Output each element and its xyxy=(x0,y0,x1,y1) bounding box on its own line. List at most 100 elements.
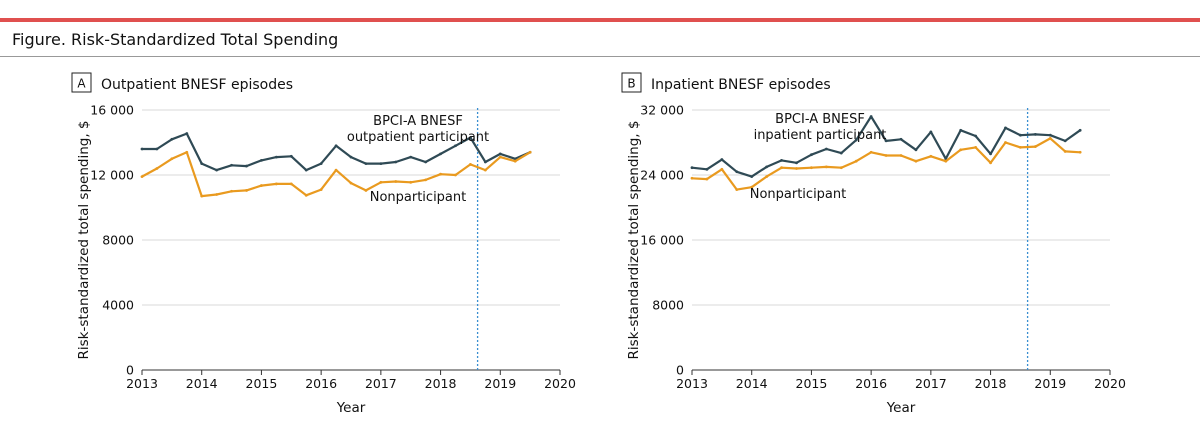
data-point-participant xyxy=(989,152,992,156)
data-point-participant xyxy=(424,160,428,164)
x-tick-label: 2018 xyxy=(425,376,457,391)
y-tick-label: 8000 xyxy=(652,298,684,313)
data-point-nonparticipant xyxy=(170,157,174,161)
x-tick-label: 2018 xyxy=(975,376,1007,391)
x-tick-label: 2020 xyxy=(544,376,576,391)
data-point-participant xyxy=(899,137,903,141)
data-point-nonparticipant xyxy=(424,178,428,182)
data-point-nonparticipant xyxy=(1078,150,1082,154)
panel-title: Inpatient BNESF episodes xyxy=(651,77,831,93)
data-point-participant xyxy=(140,147,144,151)
data-point-nonparticipant xyxy=(959,148,963,152)
data-point-participant xyxy=(780,158,783,162)
panel-badge-box xyxy=(621,72,642,93)
data-point-participant xyxy=(394,160,398,164)
x-tick-label: 2020 xyxy=(1094,376,1126,391)
data-point-nonparticipant xyxy=(884,154,888,157)
x-tick-label: 2016 xyxy=(305,376,337,391)
series-label: BPCI-A BNESF xyxy=(373,114,463,129)
y-tick-label: 32 000 xyxy=(640,103,684,118)
data-point-nonparticipant xyxy=(215,193,219,196)
data-point-nonparticipant xyxy=(824,165,828,169)
x-tick-label: 2014 xyxy=(736,376,768,391)
data-point-participant xyxy=(929,130,933,134)
data-point-participant xyxy=(720,158,724,161)
y-tick-label: 8000 xyxy=(102,233,134,248)
data-point-nonparticipant xyxy=(1019,145,1022,149)
data-point-nonparticipant xyxy=(454,173,457,177)
data-point-nonparticipant xyxy=(319,188,323,192)
data-point-nonparticipant xyxy=(1063,150,1067,153)
data-point-participant xyxy=(483,160,487,164)
panel-letter: B xyxy=(627,77,635,91)
data-point-nonparticipant xyxy=(720,167,724,171)
data-point-nonparticipant xyxy=(498,155,502,159)
x-tick-label: 2016 xyxy=(855,376,887,391)
x-tick-label: 2013 xyxy=(676,376,708,391)
data-point-nonparticipant xyxy=(304,193,308,197)
data-point-participant xyxy=(304,168,308,172)
x-axis-title: Year xyxy=(886,400,916,416)
data-point-nonparticipant xyxy=(1048,137,1052,140)
panel-badge-box xyxy=(71,72,92,93)
data-point-nonparticipant xyxy=(260,184,263,187)
data-point-nonparticipant xyxy=(140,175,144,179)
data-point-nonparticipant xyxy=(409,180,413,184)
data-point-participant xyxy=(155,147,159,151)
series-line-nonparticipant xyxy=(691,137,1081,191)
data-point-participant xyxy=(765,165,769,169)
data-point-participant xyxy=(364,162,368,166)
data-point-nonparticipant xyxy=(364,189,368,192)
x-tick-label: 2017 xyxy=(365,376,397,391)
data-point-nonparticipant xyxy=(869,150,873,154)
data-point-nonparticipant xyxy=(750,185,754,189)
data-point-nonparticipant xyxy=(839,166,843,170)
data-point-nonparticipant xyxy=(200,194,204,198)
data-point-participant xyxy=(230,163,233,167)
data-point-nonparticipant xyxy=(854,159,858,163)
data-point-nonparticipant xyxy=(185,150,189,154)
data-point-nonparticipant xyxy=(274,182,278,186)
data-point-participant xyxy=(170,137,174,141)
data-point-participant xyxy=(884,139,888,143)
x-tick-label: 2013 xyxy=(126,376,158,391)
data-point-nonparticipant xyxy=(155,167,159,170)
y-tick-label: 4000 xyxy=(102,298,134,313)
data-point-nonparticipant xyxy=(1033,145,1037,148)
data-point-participant xyxy=(513,157,517,161)
panel-title: Outpatient BNESF episodes xyxy=(101,77,293,93)
x-axis-title: Year xyxy=(336,400,366,416)
data-point-nonparticipant xyxy=(379,180,383,184)
data-point-participant xyxy=(1004,126,1007,130)
top-accent-rule xyxy=(0,18,1200,22)
y-tick-label: 0 xyxy=(126,363,134,378)
data-point-nonparticipant xyxy=(1004,141,1007,144)
data-point-participant xyxy=(185,132,189,135)
data-point-nonparticipant xyxy=(483,168,487,172)
x-tick-label: 2019 xyxy=(484,376,516,391)
data-point-nonparticipant xyxy=(810,166,813,170)
data-point-nonparticipant xyxy=(899,154,903,157)
x-tick-label: 2019 xyxy=(1034,376,1066,391)
figure-title-rule xyxy=(0,56,1200,57)
x-tick-label: 2015 xyxy=(246,376,278,391)
data-point-participant xyxy=(334,144,338,148)
data-point-participant xyxy=(349,155,353,159)
data-point-participant xyxy=(439,152,442,156)
data-point-participant xyxy=(705,167,709,171)
x-tick-label: 2017 xyxy=(915,376,947,391)
data-point-nonparticipant xyxy=(914,159,918,163)
data-point-participant xyxy=(1078,128,1082,132)
data-point-participant xyxy=(750,175,754,179)
data-point-nonparticipant xyxy=(469,163,472,166)
data-point-nonparticipant xyxy=(705,177,709,181)
data-point-nonparticipant xyxy=(765,175,769,179)
data-point-participant xyxy=(498,152,502,156)
data-point-participant xyxy=(289,154,293,158)
y-tick-label: 0 xyxy=(676,363,684,378)
data-point-nonparticipant xyxy=(989,161,992,165)
data-point-participant xyxy=(810,153,813,157)
data-point-participant xyxy=(379,162,383,166)
series-label: outpatient participant xyxy=(347,130,489,145)
